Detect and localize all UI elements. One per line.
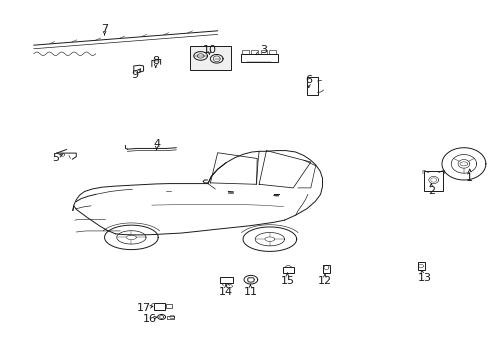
- Text: 11: 11: [243, 287, 257, 297]
- Text: 12: 12: [317, 276, 331, 286]
- Text: 17: 17: [136, 303, 150, 314]
- Bar: [242, 50, 248, 54]
- Bar: [154, 303, 164, 310]
- Bar: [167, 316, 174, 319]
- Text: 7: 7: [101, 24, 108, 35]
- Bar: [282, 267, 294, 273]
- Text: 9: 9: [131, 70, 138, 80]
- Bar: [306, 77, 317, 95]
- Text: 16: 16: [142, 314, 156, 324]
- Bar: [250, 50, 257, 54]
- Text: 15: 15: [280, 276, 294, 286]
- Text: 3: 3: [260, 45, 267, 55]
- Text: 4: 4: [153, 139, 160, 149]
- Text: 13: 13: [417, 273, 431, 283]
- Bar: [247, 278, 253, 282]
- Bar: [417, 262, 424, 270]
- Bar: [322, 265, 330, 273]
- Bar: [269, 50, 276, 54]
- Bar: [240, 54, 277, 62]
- Text: 8: 8: [152, 56, 159, 66]
- Bar: [260, 50, 267, 54]
- Bar: [189, 46, 231, 69]
- Bar: [165, 304, 172, 309]
- Text: 1: 1: [466, 173, 472, 183]
- Text: 10: 10: [202, 45, 216, 55]
- Text: 5: 5: [52, 153, 59, 163]
- Text: 2: 2: [427, 186, 434, 197]
- Text: 6: 6: [305, 75, 312, 85]
- Bar: [219, 277, 233, 283]
- Text: 14: 14: [219, 287, 233, 297]
- Bar: [423, 171, 443, 191]
